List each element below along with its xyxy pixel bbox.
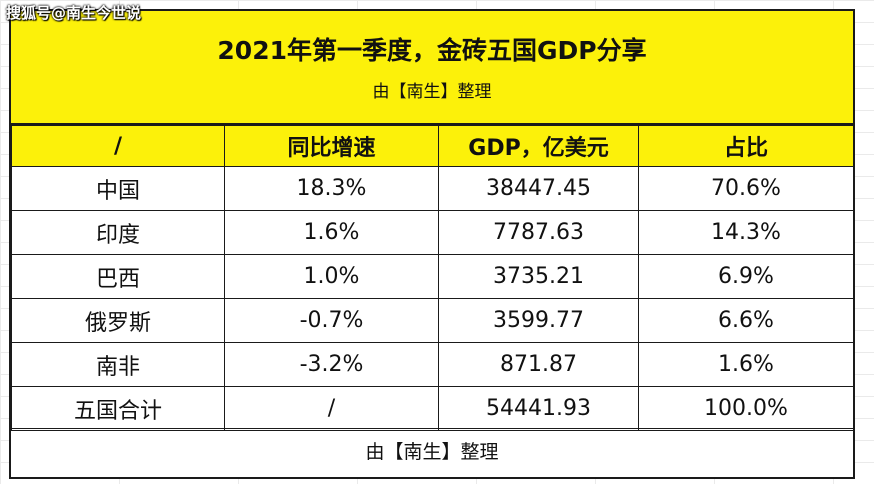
- cell-growth: -0.7%: [224, 298, 439, 343]
- column-header-country: /: [11, 125, 225, 167]
- column-header-share: 占比: [638, 125, 854, 167]
- watermark: 搜狐号@南生今世说: [6, 4, 142, 22]
- cell-share: 70.6%: [638, 166, 854, 211]
- cell-total-label: 五国合计: [11, 386, 225, 431]
- cell-gdp: 3735.21: [438, 254, 639, 299]
- cell-gdp: 38447.45: [438, 166, 639, 211]
- table-row: 印度 1.6% 7787.63 14.3%: [11, 210, 854, 255]
- gdp-table: / 同比增速 GDP，亿美元 占比 中国 18.3% 38447.45 70.6…: [11, 125, 854, 431]
- cell-country: 印度: [11, 210, 225, 255]
- cell-country: 巴西: [11, 254, 225, 299]
- cell-share: 6.6%: [638, 298, 854, 343]
- cell-growth: 1.6%: [224, 210, 439, 255]
- table-row: 中国 18.3% 38447.45 70.6%: [11, 166, 854, 211]
- column-header-gdp: GDP，亿美元: [438, 125, 639, 167]
- cell-gdp: 3599.77: [438, 298, 639, 343]
- table-row: 巴西 1.0% 3735.21 6.9%: [11, 254, 854, 299]
- cell-growth: 18.3%: [224, 166, 439, 211]
- table-total-row: 五国合计 / 54441.93 100.0%: [11, 386, 854, 431]
- title-block: 2021年第一季度，金砖五国GDP分享 由【南生】整理: [11, 11, 853, 125]
- footer-credit: 由【南生】整理: [11, 428, 853, 478]
- cell-country: 南非: [11, 342, 225, 387]
- cell-share: 1.6%: [638, 342, 854, 387]
- cell-total-gdp: 54441.93: [438, 386, 639, 431]
- cell-country: 中国: [11, 166, 225, 211]
- table-row: 南非 -3.2% 871.87 1.6%: [11, 342, 854, 387]
- cell-share: 14.3%: [638, 210, 854, 255]
- cell-total-share: 100.0%: [638, 386, 854, 431]
- column-header-growth: 同比增速: [224, 125, 439, 167]
- cell-growth: -3.2%: [224, 342, 439, 387]
- page-subtitle: 由【南生】整理: [372, 82, 492, 102]
- page-title: 2021年第一季度，金砖五国GDP分享: [217, 36, 647, 65]
- table-header-row: / 同比增速 GDP，亿美元 占比: [11, 125, 854, 167]
- cell-share: 6.9%: [638, 254, 854, 299]
- cell-growth: 1.0%: [224, 254, 439, 299]
- cell-gdp: 871.87: [438, 342, 639, 387]
- table-row: 俄罗斯 -0.7% 3599.77 6.6%: [11, 298, 854, 343]
- cell-total-growth: /: [224, 386, 439, 431]
- cell-gdp: 7787.63: [438, 210, 639, 255]
- gdp-table-frame: 2021年第一季度，金砖五国GDP分享 由【南生】整理 / 同比增速 GDP，亿…: [9, 9, 855, 479]
- cell-country: 俄罗斯: [11, 298, 225, 343]
